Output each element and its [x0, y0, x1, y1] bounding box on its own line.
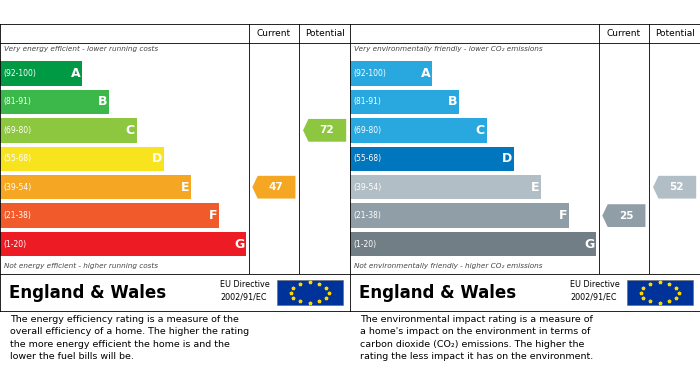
Text: 47: 47 — [269, 182, 284, 192]
Bar — [626, 280, 693, 305]
Bar — [0, 118, 136, 143]
Text: G: G — [234, 238, 244, 251]
Text: The energy efficiency rating is a measure of the
overall efficiency of a home. T: The energy efficiency rating is a measur… — [10, 315, 250, 361]
Text: England & Wales: England & Wales — [358, 283, 516, 302]
Text: F: F — [209, 209, 217, 222]
Text: A: A — [421, 67, 430, 80]
Text: C: C — [126, 124, 135, 137]
Bar — [0, 203, 218, 228]
Polygon shape — [303, 119, 346, 142]
Text: (69-80): (69-80) — [354, 126, 382, 135]
Polygon shape — [653, 176, 696, 199]
Bar — [350, 147, 514, 171]
Text: A: A — [71, 67, 80, 80]
Text: (1-20): (1-20) — [4, 240, 27, 249]
Text: (69-80): (69-80) — [4, 126, 32, 135]
Text: C: C — [476, 124, 485, 137]
Text: (55-68): (55-68) — [4, 154, 32, 163]
Text: Very energy efficient - lower running costs: Very energy efficient - lower running co… — [4, 46, 158, 52]
Text: The environmental impact rating is a measure of
a home's impact on the environme: The environmental impact rating is a mea… — [360, 315, 594, 361]
Bar — [350, 232, 596, 256]
Text: (39-54): (39-54) — [354, 183, 382, 192]
Text: 25: 25 — [619, 211, 634, 221]
Bar — [350, 90, 459, 114]
Text: Not energy efficient - higher running costs: Not energy efficient - higher running co… — [4, 262, 158, 269]
Text: Very environmentally friendly - lower CO₂ emissions: Very environmentally friendly - lower CO… — [354, 46, 542, 52]
Text: EU Directive
2002/91/EC: EU Directive 2002/91/EC — [570, 280, 620, 301]
Text: E: E — [531, 181, 540, 194]
Polygon shape — [602, 204, 645, 227]
Text: B: B — [98, 95, 108, 108]
Text: D: D — [502, 152, 512, 165]
Text: Current: Current — [607, 29, 641, 38]
Text: (1-20): (1-20) — [354, 240, 377, 249]
Text: D: D — [152, 152, 162, 165]
Text: Current: Current — [257, 29, 291, 38]
Text: Potential: Potential — [654, 29, 694, 38]
Text: (81-91): (81-91) — [4, 97, 32, 106]
Text: (92-100): (92-100) — [354, 69, 386, 78]
Bar — [350, 175, 541, 199]
Text: (39-54): (39-54) — [4, 183, 32, 192]
Text: Not environmentally friendly - higher CO₂ emissions: Not environmentally friendly - higher CO… — [354, 262, 542, 269]
Text: Energy Efficiency Rating: Energy Efficiency Rating — [8, 5, 172, 19]
Text: (81-91): (81-91) — [354, 97, 382, 106]
Text: Potential: Potential — [304, 29, 344, 38]
Text: B: B — [448, 95, 458, 108]
Text: EU Directive
2002/91/EC: EU Directive 2002/91/EC — [220, 280, 270, 301]
Text: (21-38): (21-38) — [4, 211, 32, 220]
Text: (92-100): (92-100) — [4, 69, 36, 78]
Bar — [350, 203, 568, 228]
Text: G: G — [584, 238, 594, 251]
Bar — [276, 280, 343, 305]
Bar — [350, 61, 432, 86]
Text: 52: 52 — [669, 182, 684, 192]
Text: (21-38): (21-38) — [354, 211, 382, 220]
Bar — [350, 118, 486, 143]
Bar — [0, 147, 164, 171]
Bar — [0, 175, 191, 199]
Text: F: F — [559, 209, 567, 222]
Text: (55-68): (55-68) — [354, 154, 382, 163]
Polygon shape — [252, 176, 295, 199]
Text: England & Wales: England & Wales — [8, 283, 166, 302]
Bar — [0, 61, 82, 86]
Bar — [0, 232, 246, 256]
Text: Environmental Impact (CO₂) Rating: Environmental Impact (CO₂) Rating — [358, 5, 591, 19]
Text: 72: 72 — [319, 125, 334, 135]
Text: E: E — [181, 181, 190, 194]
Bar — [0, 90, 109, 114]
